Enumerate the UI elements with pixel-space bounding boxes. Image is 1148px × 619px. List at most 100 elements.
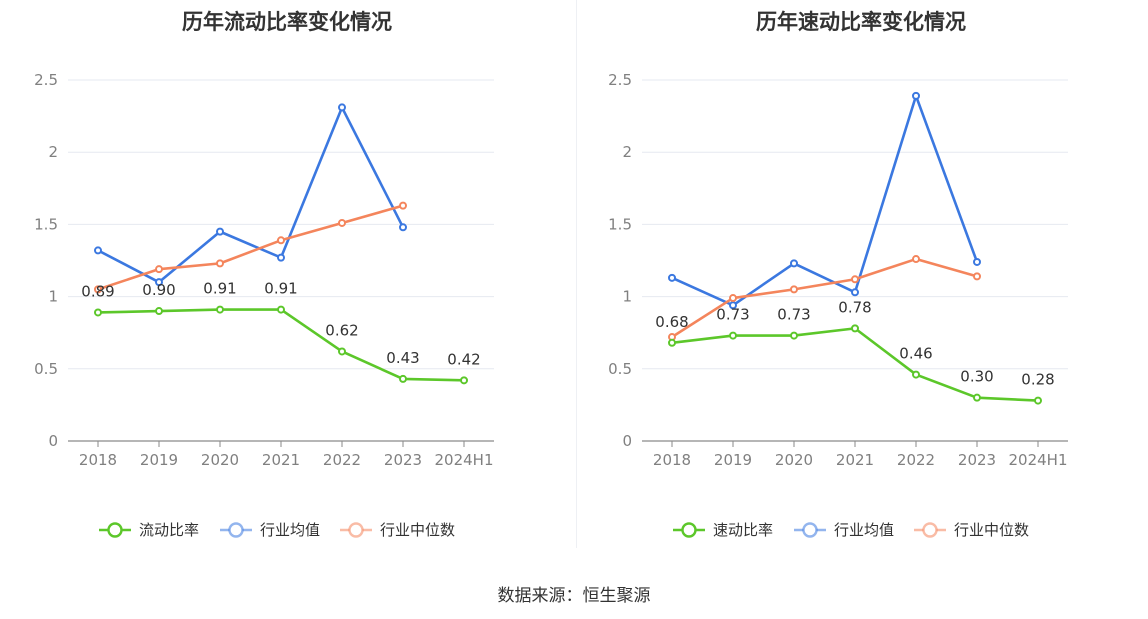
x-tick-label: 2018 (653, 451, 691, 469)
data-label: 0.73 (716, 306, 749, 324)
data-point (729, 294, 737, 303)
x-tick-label: 2018 (79, 451, 117, 469)
chart-title: 历年流动比率变化情况 (182, 10, 392, 34)
legend-swatch-marker (681, 522, 697, 538)
y-tick-label: 1 (622, 288, 632, 306)
data-point (460, 376, 468, 385)
data-label: 0.62 (325, 321, 358, 339)
y-tick-label: 2 (48, 143, 58, 161)
legend-swatch-marker (922, 522, 938, 538)
data-label: 0.91 (203, 280, 236, 298)
data-point (338, 347, 346, 356)
y-tick-label: 2.5 (34, 71, 58, 89)
series-line (97, 204, 404, 291)
series-line (671, 257, 978, 339)
data-label: 0.42 (447, 350, 480, 368)
chart-panel-current-ratio: 历年流动比率变化情况 0 0.5 1 1.5 2 2.5 2018 2019 2020 2021 2… (0, 0, 574, 560)
x-tick-label: 2024H1 (1009, 451, 1068, 469)
quick-ratio-chart: 0 0.5 1 1.5 2 2.5 2018 2019 2020 2021 2022 2023 2024… (608, 71, 1068, 539)
data-point (851, 275, 859, 284)
legend-swatch-marker (348, 522, 364, 538)
y-tick-label: 1.5 (34, 215, 58, 233)
data-label: 0.68 (655, 313, 688, 331)
data-point (851, 324, 859, 333)
x-tick-label: 2019 (140, 451, 178, 469)
legend-label: 速动比率 (713, 521, 773, 539)
data-point (399, 201, 407, 210)
x-tick-label: 2022 (323, 451, 361, 469)
data-point (216, 227, 224, 236)
legend-label: 流动比率 (139, 521, 199, 539)
legend-item: 行业中位数 (914, 521, 1029, 539)
series-line (97, 106, 405, 284)
data-point (216, 259, 224, 268)
data-point (790, 259, 798, 268)
data-point (277, 253, 285, 262)
y-tick-label: 0 (48, 432, 58, 450)
data-point (155, 307, 163, 316)
legend-item: 行业均值 (220, 521, 320, 539)
x-tick-label: 2023 (384, 451, 422, 469)
data-point (94, 308, 102, 317)
y-tick-label: 2 (622, 143, 632, 161)
legend-label: 行业中位数 (380, 521, 455, 539)
data-point (94, 285, 102, 294)
data-label: 0.30 (960, 368, 993, 386)
data-label: 0.78 (838, 298, 871, 316)
series-line (671, 94, 979, 307)
legend-item: 行业中位数 (340, 521, 455, 539)
x-tick-label: 2019 (714, 451, 752, 469)
data-label: 0.73 (777, 306, 810, 324)
data-point (973, 257, 981, 266)
data-label: 0.46 (899, 345, 932, 363)
data-point (399, 374, 407, 383)
data-point (399, 223, 407, 232)
legend-item: 行业均值 (794, 521, 894, 539)
data-point (277, 236, 285, 245)
y-tick-label: 0.5 (34, 360, 58, 378)
data-point (790, 331, 798, 340)
x-tick-label: 2020 (775, 451, 813, 469)
x-tick-label: 2021 (836, 451, 874, 469)
data-point (729, 331, 737, 340)
data-label: 0.89 (81, 282, 114, 300)
legend-label: 行业均值 (834, 521, 894, 539)
x-tick-label: 2024H1 (435, 451, 494, 469)
data-point (668, 338, 676, 347)
data-point (973, 272, 981, 281)
legend-label: 行业均值 (260, 521, 320, 539)
data-point (155, 278, 163, 287)
legend-item: 流动比率 (99, 521, 199, 539)
data-point (668, 273, 676, 282)
y-tick-label: 1 (48, 288, 58, 306)
x-tick-label: 2020 (201, 451, 239, 469)
y-tick-label: 1.5 (608, 215, 632, 233)
data-point (851, 288, 859, 297)
legend-swatch-marker (802, 522, 818, 538)
data-point (729, 301, 737, 310)
data-point (790, 285, 798, 294)
data-label: 0.43 (386, 349, 419, 367)
y-tick-label: 2.5 (608, 71, 632, 89)
data-point (94, 246, 102, 255)
data-point (155, 265, 163, 274)
chart-title: 历年速动比率变化情况 (756, 10, 966, 34)
data-label: 0.91 (264, 280, 297, 298)
legend-swatch-marker (228, 522, 244, 538)
data-point (216, 305, 224, 314)
y-tick-label: 0.5 (608, 360, 632, 378)
legend-swatch-marker (107, 522, 123, 538)
data-point (912, 255, 920, 264)
data-point (912, 370, 920, 379)
data-label: 0.28 (1021, 371, 1054, 389)
data-point (973, 393, 981, 402)
x-tick-label: 2021 (262, 451, 300, 469)
legend-label: 行业中位数 (954, 521, 1029, 539)
series-line (671, 327, 1039, 402)
x-tick-label: 2023 (958, 451, 996, 469)
data-point (1034, 396, 1042, 405)
data-source-note: 数据来源：恒生聚源 (497, 586, 651, 606)
data-point (912, 91, 920, 100)
data-point (277, 305, 285, 314)
data-point (338, 218, 346, 227)
